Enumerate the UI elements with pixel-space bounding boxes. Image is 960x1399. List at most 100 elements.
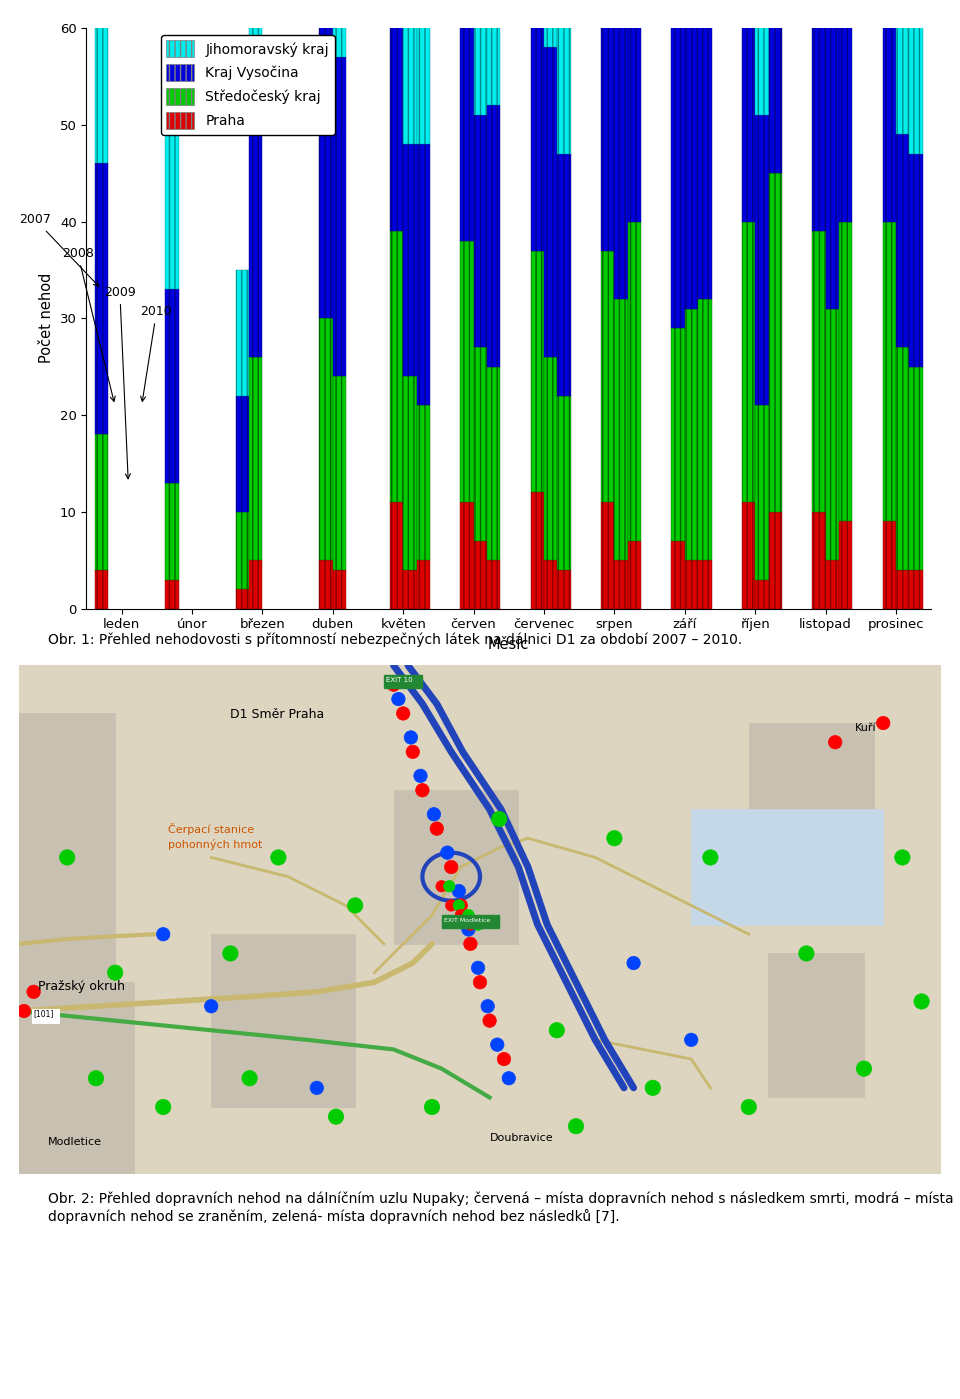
Bar bbox=[417, 0, 430, 144]
Text: 2010: 2010 bbox=[140, 305, 173, 402]
Bar bbox=[384, 676, 422, 688]
Bar bbox=[249, 560, 262, 609]
Bar bbox=[249, 0, 262, 125]
Circle shape bbox=[416, 783, 429, 797]
Circle shape bbox=[703, 849, 718, 865]
Text: D1 Směr Praha: D1 Směr Praha bbox=[230, 708, 324, 722]
Bar bbox=[896, 347, 909, 569]
Circle shape bbox=[568, 1119, 584, 1135]
Bar bbox=[628, 221, 641, 541]
Circle shape bbox=[828, 736, 842, 748]
Bar bbox=[249, 125, 262, 357]
Bar bbox=[333, 57, 347, 376]
Circle shape bbox=[471, 961, 485, 975]
Bar bbox=[628, 0, 641, 221]
Bar bbox=[544, 357, 558, 560]
Circle shape bbox=[444, 880, 455, 893]
Bar bbox=[417, 406, 430, 560]
Circle shape bbox=[472, 919, 484, 930]
Bar bbox=[32, 1009, 59, 1023]
Circle shape bbox=[430, 823, 444, 835]
Bar bbox=[473, 541, 487, 609]
Bar bbox=[769, 173, 782, 512]
Bar bbox=[671, 8, 684, 327]
Circle shape bbox=[348, 898, 363, 914]
Circle shape bbox=[436, 880, 447, 893]
Bar bbox=[403, 0, 417, 144]
Bar bbox=[909, 367, 923, 569]
Circle shape bbox=[914, 993, 929, 1009]
Text: 2009: 2009 bbox=[104, 285, 135, 478]
Circle shape bbox=[491, 1038, 504, 1052]
Circle shape bbox=[645, 1080, 660, 1095]
Bar bbox=[742, 0, 756, 221]
Circle shape bbox=[464, 937, 477, 950]
Text: EXIT 10: EXIT 10 bbox=[386, 677, 413, 683]
Circle shape bbox=[607, 831, 622, 846]
Bar bbox=[442, 915, 499, 929]
Bar bbox=[235, 512, 249, 589]
Circle shape bbox=[242, 1070, 257, 1086]
Bar bbox=[896, 569, 909, 609]
Bar bbox=[812, 512, 826, 609]
Bar bbox=[417, 560, 430, 609]
Bar bbox=[628, 541, 641, 609]
Circle shape bbox=[684, 1032, 698, 1046]
Circle shape bbox=[454, 898, 468, 912]
Bar bbox=[531, 0, 544, 250]
Text: Obr. 2: Přehled dopravních nehod na dálníčním uzlu Nupaky; červená – místa dopra: Obr. 2: Přehled dopravních nehod na dáln… bbox=[48, 1192, 953, 1224]
Circle shape bbox=[88, 1070, 104, 1086]
Bar bbox=[698, 560, 711, 609]
Bar bbox=[390, 231, 403, 502]
Circle shape bbox=[455, 909, 467, 921]
Circle shape bbox=[895, 849, 910, 865]
Text: Kuří: Kuří bbox=[854, 723, 876, 733]
Bar bbox=[544, 48, 558, 357]
Bar bbox=[165, 87, 179, 290]
Bar bbox=[487, 367, 500, 560]
Bar bbox=[249, 357, 262, 560]
Bar bbox=[698, 299, 711, 560]
Circle shape bbox=[223, 946, 238, 961]
Bar bbox=[768, 954, 864, 1097]
Bar bbox=[671, 0, 684, 8]
Bar bbox=[19, 982, 134, 1174]
X-axis label: Měsíc: Měsíc bbox=[488, 637, 530, 652]
Bar bbox=[826, 309, 839, 560]
Circle shape bbox=[404, 730, 418, 744]
Text: EXIT Modletice: EXIT Modletice bbox=[444, 918, 491, 923]
Bar bbox=[333, 376, 347, 569]
Bar bbox=[487, 0, 500, 105]
Circle shape bbox=[271, 849, 286, 865]
Text: Obr. 1: Přehled nehodovosti s přítomností nebezpečných látek na dálnici D1 za ob: Obr. 1: Přehled nehodovosti s přítomnost… bbox=[48, 632, 742, 646]
Circle shape bbox=[462, 923, 475, 936]
Circle shape bbox=[876, 716, 890, 730]
Bar bbox=[882, 0, 896, 221]
Circle shape bbox=[310, 1081, 324, 1094]
Bar bbox=[19, 713, 115, 982]
Bar bbox=[558, 569, 571, 609]
Circle shape bbox=[481, 999, 494, 1013]
Bar bbox=[320, 0, 333, 319]
Circle shape bbox=[444, 860, 458, 874]
Bar bbox=[544, 560, 558, 609]
Circle shape bbox=[204, 999, 218, 1013]
Bar bbox=[320, 560, 333, 609]
Circle shape bbox=[60, 849, 75, 865]
Bar bbox=[691, 810, 883, 925]
Text: [101]: [101] bbox=[34, 1009, 54, 1018]
Bar bbox=[614, 18, 628, 299]
Circle shape bbox=[392, 693, 405, 705]
Bar bbox=[614, 560, 628, 609]
Bar bbox=[896, 134, 909, 347]
Bar bbox=[460, 0, 473, 241]
Circle shape bbox=[502, 1072, 516, 1086]
Bar bbox=[235, 396, 249, 512]
Circle shape bbox=[156, 1100, 171, 1115]
Circle shape bbox=[445, 900, 457, 911]
Bar bbox=[403, 144, 417, 376]
Bar bbox=[698, 0, 711, 299]
Bar bbox=[320, 319, 333, 560]
Bar bbox=[460, 241, 473, 502]
Text: Čerpací stanice
pohonných hmot: Čerpací stanice pohonných hmot bbox=[168, 823, 262, 849]
